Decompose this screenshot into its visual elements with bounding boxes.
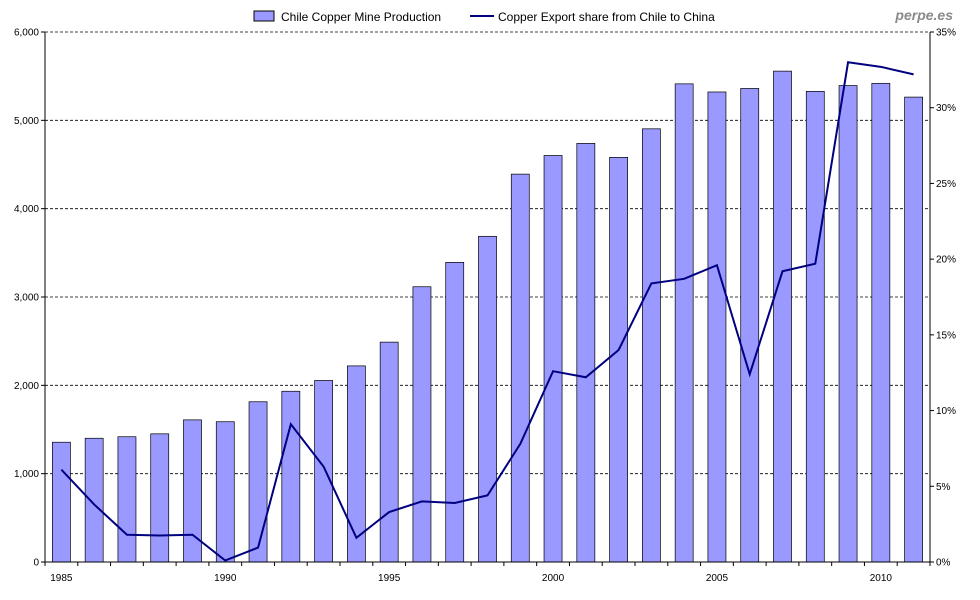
right-tick-label: 15% — [936, 330, 956, 341]
x-tick-label: 1990 — [214, 573, 237, 584]
x-tick-label: 1995 — [378, 573, 401, 584]
right-axis-ticks: 0% 5% 10% 15% 20% 25% 30% 35% — [930, 28, 956, 569]
bar — [740, 88, 760, 563]
left-tick-label: 0 — [33, 558, 39, 569]
bar-series — [52, 70, 923, 563]
right-tick-label: 20% — [936, 255, 956, 266]
x-tick-label: 2005 — [706, 573, 729, 584]
bar — [117, 436, 137, 563]
bar — [215, 421, 235, 563]
left-tick-label: 3,000 — [14, 293, 39, 304]
series-line — [60, 61, 914, 562]
watermark-text: perpe.es — [894, 7, 953, 23]
bar — [871, 82, 891, 563]
bar — [642, 128, 661, 563]
bar — [412, 286, 432, 563]
left-tick-label: 5,000 — [14, 116, 39, 127]
right-tick-label: 10% — [936, 406, 956, 417]
right-tick-label: 30% — [936, 103, 956, 114]
bar — [707, 91, 727, 563]
legend-swatch-bar — [253, 10, 275, 22]
bar — [150, 433, 170, 563]
x-tick-label: 1985 — [50, 573, 73, 584]
bar — [674, 83, 694, 563]
legend: Chile Copper Mine Production Copper Expo… — [253, 10, 715, 24]
line-series — [60, 61, 914, 562]
legend-label-bar: Chile Copper Mine Production — [281, 10, 441, 24]
right-tick-label: 35% — [936, 28, 956, 39]
bar — [576, 143, 596, 563]
bar — [773, 70, 792, 563]
bar — [84, 437, 104, 563]
x-axis-ticks: 1985 1990 1995 2000 2005 2010 — [44, 562, 931, 584]
left-tick-label: 4,000 — [14, 204, 39, 215]
bar — [379, 341, 399, 563]
bar — [445, 262, 465, 563]
left-tick-label: 2,000 — [14, 381, 39, 392]
right-tick-label: 25% — [936, 179, 956, 190]
bar — [609, 157, 628, 563]
left-axis-ticks: 0 1,000 2,000 3,000 4,000 5,000 6,000 — [14, 28, 45, 569]
bar — [904, 96, 923, 563]
x-tick-label: 2000 — [542, 573, 565, 584]
bar — [838, 85, 858, 563]
right-tick-label: 0% — [936, 558, 951, 569]
left-tick-label: 6,000 — [14, 28, 39, 39]
right-tick-label: 5% — [936, 482, 951, 493]
bar — [281, 390, 301, 563]
x-tick-label: 2010 — [870, 573, 893, 584]
bar — [543, 155, 563, 563]
bar — [248, 401, 268, 563]
legend-label-line: Copper Export share from Chile to China — [498, 10, 715, 24]
bar — [52, 441, 71, 563]
left-tick-label: 1,000 — [14, 469, 39, 480]
bar — [510, 173, 530, 563]
bar — [314, 380, 333, 563]
bar — [805, 91, 825, 563]
bar — [478, 235, 497, 563]
